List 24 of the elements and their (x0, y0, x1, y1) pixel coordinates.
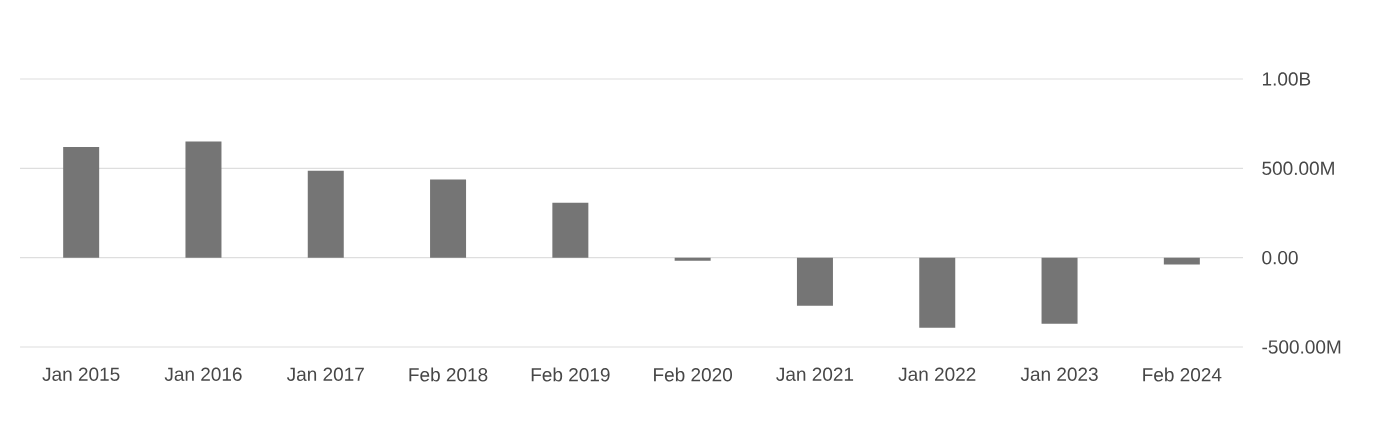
y-tick-label: -500.00M (1262, 340, 1341, 354)
bar (307, 170, 344, 258)
x-tick-label: Feb 2024 (1143, 367, 1222, 382)
x-tick-label: Feb 2019 (531, 367, 610, 382)
x-tick-label: Jan 2022 (898, 367, 976, 381)
x-tick-label: Feb 2018 (409, 367, 488, 382)
bar (1163, 257, 1200, 265)
bar (430, 179, 467, 258)
bar (796, 257, 833, 306)
y-tick-label: 0.00 (1262, 250, 1298, 265)
bar (552, 202, 589, 258)
x-tick-label: Jan 2015 (42, 367, 120, 381)
bar (1041, 257, 1078, 324)
x-tick-label: Jan 2017 (286, 367, 364, 381)
bar (63, 146, 100, 258)
x-tick-label: Feb 2020 (654, 367, 733, 382)
bar (919, 257, 956, 328)
x-tick-label: Jan 2021 (776, 367, 854, 381)
y-tick-label: 1.00B (1262, 72, 1311, 86)
bar (674, 257, 711, 261)
x-tick-label: Jan 2016 (164, 367, 242, 381)
x-tick-label: Jan 2023 (1020, 367, 1098, 381)
y-tick-label: 500.00M (1262, 161, 1334, 176)
bar (185, 141, 222, 258)
